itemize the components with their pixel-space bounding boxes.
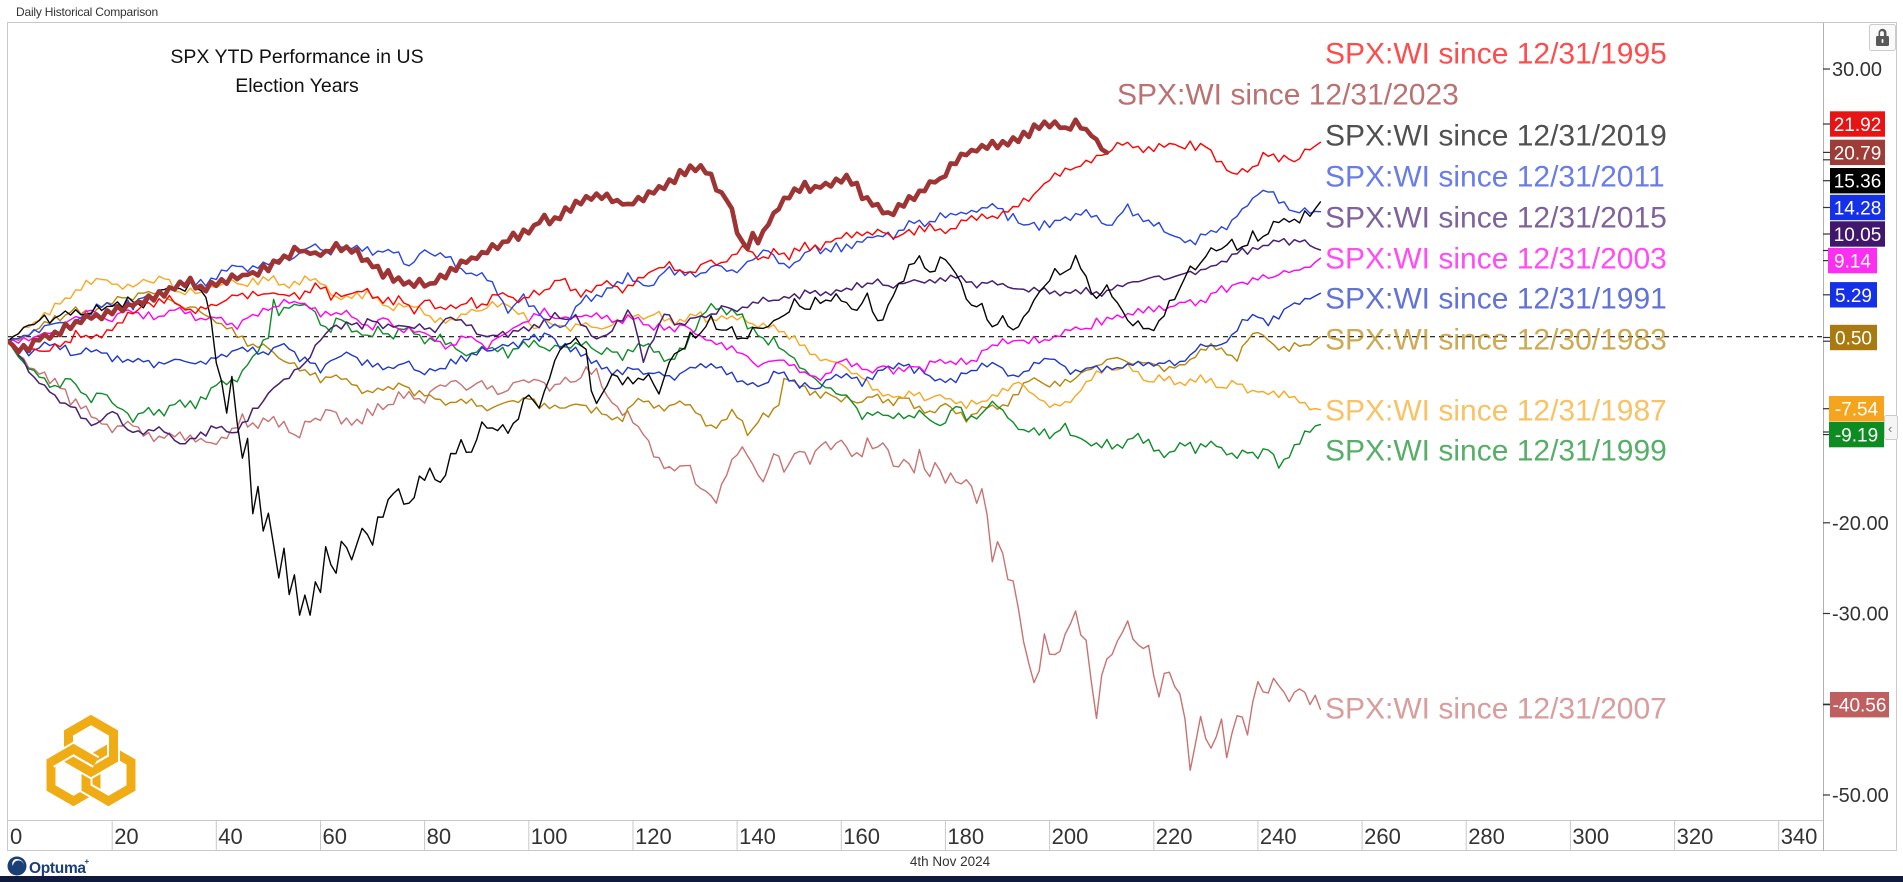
svg-text:15.36: 15.36 — [1834, 172, 1882, 193]
svg-text:120: 120 — [635, 824, 672, 849]
svg-text:160: 160 — [843, 824, 880, 849]
svg-text:+: + — [85, 857, 90, 866]
svg-text:-30.00: -30.00 — [1832, 604, 1889, 626]
svg-text:SPX:WI since 12/30/1983: SPX:WI since 12/30/1983 — [1325, 324, 1667, 357]
svg-text:340: 340 — [1781, 824, 1818, 849]
svg-text:100: 100 — [531, 824, 568, 849]
svg-text:SPX:WI since 12/31/2015: SPX:WI since 12/31/2015 — [1325, 202, 1667, 235]
svg-text:SPX YTD Performance in US: SPX YTD Performance in US — [170, 46, 423, 68]
svg-text:-9.19: -9.19 — [1835, 426, 1878, 447]
svg-text:-50.00: -50.00 — [1832, 785, 1889, 807]
svg-text:SPX:WI since 12/31/2019: SPX:WI since 12/31/2019 — [1325, 120, 1667, 153]
svg-text:200: 200 — [1052, 824, 1089, 849]
svg-text:SPX:WI since 12/31/1991: SPX:WI since 12/31/1991 — [1325, 283, 1667, 316]
svg-text:260: 260 — [1364, 824, 1401, 849]
svg-text:40: 40 — [218, 824, 242, 849]
svg-text:320: 320 — [1677, 824, 1714, 849]
svg-text:‹: ‹ — [1888, 421, 1892, 436]
svg-text:Election Years: Election Years — [235, 75, 359, 97]
svg-text:14.28: 14.28 — [1834, 199, 1882, 220]
svg-text:4th Nov 2024: 4th Nov 2024 — [910, 854, 991, 869]
svg-text:280: 280 — [1468, 824, 1505, 849]
svg-text:Optuma: Optuma — [29, 860, 86, 877]
svg-text:SPX:WI since 12/31/2007: SPX:WI since 12/31/2007 — [1325, 693, 1667, 726]
svg-text:-20.00: -20.00 — [1832, 513, 1889, 535]
svg-text:20.79: 20.79 — [1834, 143, 1882, 164]
svg-text:0.50: 0.50 — [1835, 329, 1872, 350]
svg-text:5.29: 5.29 — [1835, 286, 1872, 307]
svg-text:SPX:WI since 12/31/1999: SPX:WI since 12/31/1999 — [1325, 435, 1667, 468]
svg-text:30.00: 30.00 — [1832, 59, 1882, 81]
svg-text:0: 0 — [10, 824, 22, 849]
svg-text:SPX:WI since 12/31/2011: SPX:WI since 12/31/2011 — [1325, 161, 1665, 194]
svg-text:80: 80 — [427, 824, 451, 849]
svg-text:220: 220 — [1156, 824, 1193, 849]
svg-text:SPX:WI since 12/31/1987: SPX:WI since 12/31/1987 — [1325, 395, 1667, 428]
svg-text:60: 60 — [323, 824, 347, 849]
svg-text:SPX:WI since 12/31/2003: SPX:WI since 12/31/2003 — [1325, 243, 1667, 276]
svg-text:Daily Historical Comparison: Daily Historical Comparison — [16, 5, 158, 19]
svg-text:10.05: 10.05 — [1834, 225, 1882, 246]
svg-text:180: 180 — [947, 824, 984, 849]
svg-text:SPX:WI since 12/31/2023: SPX:WI since 12/31/2023 — [1117, 79, 1459, 112]
svg-text:21.92: 21.92 — [1834, 115, 1882, 136]
svg-text:SPX:WI since 12/31/1995: SPX:WI since 12/31/1995 — [1325, 38, 1667, 71]
svg-text:240: 240 — [1260, 824, 1297, 849]
svg-text:20: 20 — [114, 824, 138, 849]
svg-text:300: 300 — [1572, 824, 1609, 849]
svg-text:-7.54: -7.54 — [1835, 400, 1879, 421]
svg-text:9.14: 9.14 — [1834, 252, 1871, 273]
svg-text:-40.56: -40.56 — [1833, 696, 1887, 717]
svg-text:140: 140 — [739, 824, 776, 849]
